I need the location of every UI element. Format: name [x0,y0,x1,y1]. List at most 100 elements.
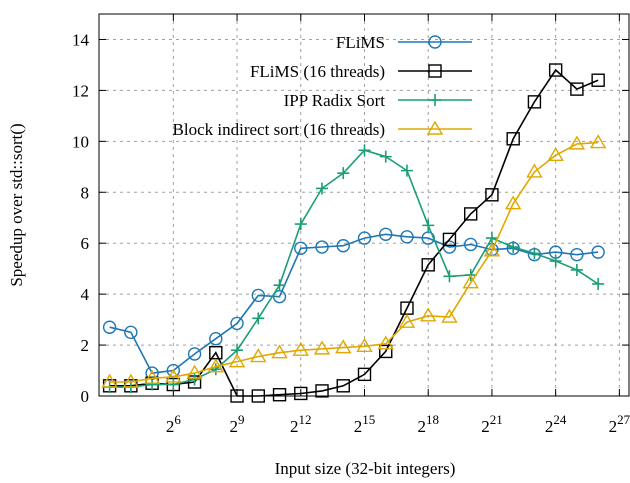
data-point-series-1 [506,132,520,146]
data-point-series-3 [228,353,246,368]
data-point-series-1 [421,258,435,272]
data-point-series-2 [209,363,222,376]
data-point-series-2 [358,144,371,157]
data-point-series-3 [504,195,522,210]
data-point-series-3 [250,348,267,363]
y-axis-label: Speedup over std::sort() [7,123,26,286]
data-point-series-2 [146,378,159,391]
data-point-series-3 [271,344,288,359]
data-point-series-3 [377,335,394,350]
y-tick-label: 8 [81,183,90,202]
data-point-series-1 [591,73,605,87]
series-line-0 [109,233,599,374]
data-point-series-3 [420,307,437,322]
data-point-series-0 [124,325,138,340]
data-point-series-3 [143,369,161,384]
legend-label-1: FLiMS (16 threads) [250,62,385,81]
data-point-series-0 [187,347,202,361]
data-point-series-0 [464,237,478,252]
y-tick-label: 14 [72,30,90,49]
data-point-series-0 [209,332,223,346]
legend-label-2: IPP Radix Sort [284,91,386,110]
data-point-series-2 [316,182,329,195]
legend-label-3: Block indirect sort (16 threads) [173,120,385,139]
data-point-series-1 [379,344,393,359]
data-point-series-0 [591,245,605,259]
data-point-series-1 [315,384,329,398]
legend-marker-1 [428,64,442,78]
data-point-series-0 [379,227,393,241]
data-point-series-2 [273,279,286,292]
data-point-series-2 [379,150,392,163]
data-point-series-0 [570,247,584,262]
data-point-series-3 [398,313,416,328]
data-point-series-1 [251,389,266,403]
data-point-series-1 [485,188,499,202]
data-point-series-0 [294,241,308,255]
data-point-series-2 [188,373,201,386]
data-point-series-2 [549,255,562,268]
data-point-series-1 [357,367,372,382]
data-point-series-1 [442,232,457,247]
legend-marker-0 [428,35,442,49]
data-point-series-2 [422,219,435,232]
data-point-series-0 [400,230,414,244]
x-axis-label: Input size (32-bit integers) [275,459,456,478]
data-point-series-0 [336,239,350,253]
data-point-series-3 [483,242,501,257]
x-tick-label: 218 [417,412,439,436]
y-tick-label: 12 [72,81,89,100]
x-tick-label: 224 [545,412,567,436]
data-point-series-3 [292,341,309,356]
data-point-series-3 [441,308,458,323]
data-point-series-2 [592,277,605,290]
data-point-series-2 [252,312,265,325]
data-point-series-3 [165,368,182,383]
data-point-series-3 [568,135,586,150]
data-point-series-3 [547,146,564,162]
data-point-series-1 [336,379,350,393]
data-point-series-0 [230,316,244,331]
data-point-series-1 [548,63,563,77]
data-point-series-0 [251,288,265,303]
data-point-series-3 [526,163,543,178]
x-tick-label: 26 [166,412,182,436]
data-point-series-1 [570,82,584,96]
data-point-series-0 [315,240,329,254]
data-point-series-1 [230,389,244,403]
series-line-3 [109,141,599,383]
legend-marker-2 [429,94,441,106]
data-point-series-1 [294,386,308,401]
data-point-series-2 [443,270,456,283]
y-tick-label: 2 [81,336,90,355]
y-tick-label: 4 [81,285,90,304]
data-point-series-2 [400,164,413,177]
data-point-series-2 [570,263,583,276]
data-point-series-3 [462,274,479,289]
data-point-series-2 [294,218,307,231]
data-point-series-2 [528,247,541,260]
data-point-series-2 [485,232,498,245]
data-point-series-3 [207,358,225,373]
data-point-series-1 [272,388,287,402]
y-tick-label: 6 [81,234,90,253]
data-point-series-2 [167,378,180,391]
x-tick-label: 221 [481,412,503,436]
data-point-series-3 [589,134,607,149]
y-tick-label: 0 [81,387,90,406]
data-point-series-1 [527,95,542,109]
data-point-series-2 [337,167,350,180]
data-point-series-3 [101,373,118,388]
data-point-series-0 [102,320,117,334]
x-tick-label: 227 [609,412,630,436]
x-tick-label: 212 [290,412,312,436]
data-point-series-3 [356,337,373,353]
x-tick-label: 215 [354,412,376,436]
legend-label-0: FLiMS [336,33,385,52]
data-point-series-0 [357,231,372,245]
x-tick-label: 29 [230,412,245,436]
data-point-series-1 [464,207,478,221]
